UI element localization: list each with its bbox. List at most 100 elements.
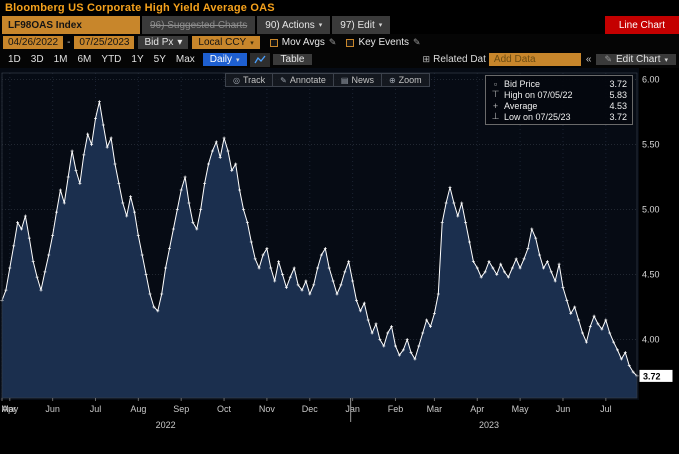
x-axis-month-label: Jun (45, 404, 60, 414)
range-button-5y[interactable]: 5Y (153, 54, 166, 65)
date-range-separator: - (67, 37, 71, 48)
x-axis-year-label: 2022 (156, 420, 176, 430)
annotate-tool-button[interactable]: ✎ Annotate (272, 73, 334, 87)
series-area-fill (2, 101, 637, 398)
range-button-ytd[interactable]: YTD (101, 54, 122, 65)
track-label: Track (242, 75, 266, 85)
date-to-input[interactable]: 07/25/2023 (74, 36, 135, 49)
suggested-charts-button[interactable]: 96) Suggested Charts (142, 16, 256, 34)
annotate-icon: ✎ (280, 75, 287, 85)
key-events-label: Key Events (358, 37, 410, 48)
avg-marker-icon: + (492, 100, 499, 111)
legend-value: 4.53 (609, 100, 627, 111)
legend-value: 3.72 (609, 111, 627, 122)
menu-bar: LF98OAS Index 96) Suggested Charts 90) A… (0, 16, 679, 34)
collapse-icon[interactable]: « (585, 54, 592, 65)
x-axis-month-label: Mar (427, 404, 443, 414)
currency-label: Local CCY (198, 37, 247, 48)
settings-toolbar: 04/26/2022 - 07/25/2023 Bid Px ▾ Local C… (0, 34, 679, 51)
chevron-down-icon: ▾ (250, 39, 254, 47)
zoom-icon: ⊕ (388, 75, 396, 85)
chart-area: 4.00 4.50 5.00 5.50 6.00 Apr May Jun Jul Aug Sep Oc… (0, 68, 679, 449)
mov-avgs-checkbox[interactable] (269, 38, 278, 47)
ticker-input[interactable]: LF98OAS Index (2, 16, 140, 34)
plot-toolbar: ◎ Track ✎ Annotate ▤ News ⊕ Zoom (225, 73, 430, 87)
edit-chart-label: Edit Chart (616, 54, 661, 65)
window-title-bar: Bloomberg US Corporate High Yield Averag… (0, 0, 679, 16)
edit-chart-button[interactable]: ✎ Edit Chart ▾ (596, 54, 676, 65)
y-axis-label: 4.00 (642, 335, 660, 345)
y-axis-label: 4.50 (642, 270, 660, 280)
news-tool-button[interactable]: ▤ News (332, 73, 382, 87)
range-button-1m[interactable]: 1M (53, 54, 68, 65)
range-buttons: 1D 3D 1M 6M YTD 1Y 5Y Max (3, 54, 200, 65)
price-source-label: Bid Px (144, 37, 174, 48)
y-axis-label: 6.00 (642, 75, 660, 85)
frequency-dropdown[interactable]: Daily ▾ (202, 53, 247, 66)
chevron-down-icon: ▾ (177, 37, 183, 48)
legend-row-avg: + Average 4.53 (491, 100, 627, 111)
x-axis-month-label: Aug (130, 404, 146, 414)
related-data-label[interactable]: ⊞ Related Dat (422, 54, 486, 65)
edit-menu-button[interactable]: 97) Edit ▾ (332, 16, 391, 34)
table-label: Table (280, 54, 305, 65)
mov-avgs-group: Mov Avgs ✎ (269, 37, 337, 48)
date-from-input[interactable]: 04/26/2022 (3, 36, 64, 49)
track-tool-button[interactable]: ◎ Track (225, 73, 274, 87)
related-data-icon: ⊞ (422, 54, 431, 64)
legend-value: 3.72 (609, 78, 627, 89)
last-value-badge (639, 369, 673, 382)
last-value-text: 3.72 (643, 371, 661, 381)
legend-row-bid: ▫ Bid Price 3.72 (491, 78, 627, 89)
legend-label: High on 07/05/22 (504, 89, 573, 100)
track-icon: ◎ (233, 75, 240, 85)
legend-label: Average (504, 100, 538, 111)
x-axis-month-label: May (1, 404, 19, 414)
pencil-icon[interactable]: ✎ (328, 37, 337, 47)
news-label: News (351, 75, 374, 85)
table-button[interactable]: Table (272, 54, 313, 65)
x-axis-month-label: May (512, 404, 530, 414)
bid-marker-icon: ▫ (493, 78, 498, 89)
key-events-checkbox[interactable] (346, 38, 355, 47)
actions-menu-button[interactable]: 90) Actions ▾ (257, 16, 331, 34)
actions-label: 90) Actions (265, 19, 315, 31)
x-axis-month-label: Nov (259, 404, 276, 414)
x-axis-month-label: Apr (470, 404, 484, 414)
legend-value: 5.83 (609, 89, 627, 100)
line-chart-icon (253, 55, 266, 63)
suggested-charts-label: 96) Suggested Charts (150, 19, 248, 31)
x-axis-month-label: Oct (217, 404, 232, 414)
chevron-down-icon: ▾ (664, 56, 668, 64)
chevron-down-icon: ▾ (378, 22, 383, 29)
zoom-label: Zoom (398, 75, 422, 85)
currency-dropdown[interactable]: Local CCY ▾ (192, 36, 260, 49)
price-source-dropdown[interactable]: Bid Px ▾ (138, 36, 189, 49)
legend-label: Bid Price (504, 78, 541, 89)
series-line (1, 101, 638, 377)
pencil-icon: ✎ (604, 54, 613, 64)
chart-type-button[interactable] (249, 52, 270, 67)
legend-row-low: ⊥ Low on 07/25/23 3.72 (491, 111, 627, 122)
chevron-down-icon: ▾ (236, 56, 240, 64)
news-icon: ▤ (340, 75, 349, 85)
add-data-input[interactable]: Add Data (488, 53, 581, 66)
range-button-1d[interactable]: 1D (8, 54, 21, 65)
pencil-icon[interactable]: ✎ (413, 37, 421, 47)
range-button-max[interactable]: Max (175, 54, 195, 65)
page-title: Bloomberg US Corporate High Yield Averag… (5, 2, 275, 14)
chevron-down-icon: ▾ (318, 22, 323, 29)
y-axis-label: 5.50 (642, 140, 660, 150)
view-mode-banner: Line Chart (604, 16, 679, 34)
range-button-3d[interactable]: 3D (30, 54, 44, 65)
mov-avgs-label: Mov Avgs (281, 37, 325, 48)
edit-label: 97) Edit (340, 19, 375, 31)
range-button-1y[interactable]: 1Y (131, 54, 144, 65)
zoom-tool-button[interactable]: ⊕ Zoom (380, 73, 430, 87)
x-axis-year-label: 2023 (479, 420, 499, 430)
range-button-6m[interactable]: 6M (77, 54, 92, 65)
key-events-group: Key Events ✎ (346, 37, 421, 48)
x-axis-month-label: Jul (90, 404, 102, 414)
chart-legend: ▫ Bid Price 3.72 ⊤ High on 07/05/22 5.83 + Aver… (485, 75, 633, 125)
